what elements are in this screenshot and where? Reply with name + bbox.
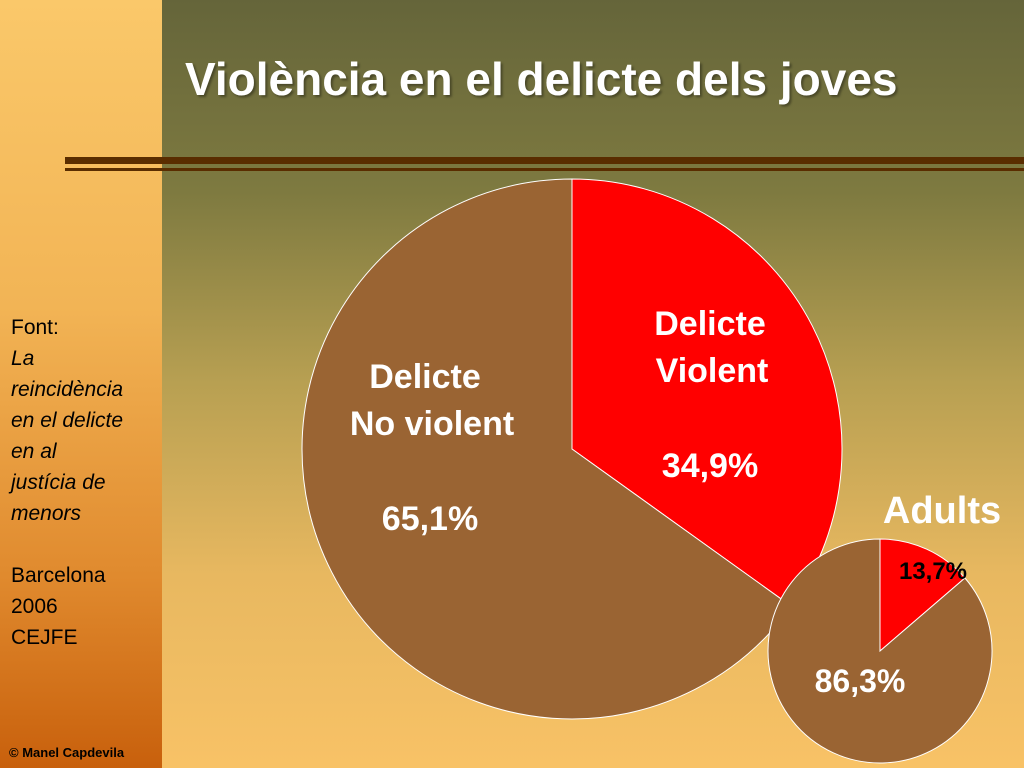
source-title-line: menors <box>11 502 82 525</box>
source-title-line: reincidència <box>11 378 124 401</box>
youth-pie-chart: Delicte Violent 34,9% Delicte No violent… <box>301 178 843 720</box>
source-title-line: justícia de <box>11 471 106 494</box>
source-title-line: en el delicte <box>11 409 124 432</box>
source-note: Font: La reincidència en el delicte en a… <box>11 312 159 653</box>
source-year: 2006 <box>11 595 58 618</box>
title-rule-thick <box>65 157 1024 164</box>
source-label: Font: <box>11 316 59 339</box>
sidebar-panel <box>0 0 162 768</box>
slice-violent <box>879 538 966 653</box>
slice-non-violent <box>767 538 993 764</box>
violent-category-label: Delicte <box>654 305 766 343</box>
violent-value-label: 34,9% <box>662 447 758 485</box>
adult-violent-value-label: 13,7% <box>899 558 967 585</box>
adults-pie-chart: Adults 13,7% 86,3% <box>767 490 1001 764</box>
non-violent-category-label: Delicte <box>369 358 481 396</box>
copyright-note: © Manel Capdevila <box>9 745 125 760</box>
source-title-line: en al <box>11 440 57 463</box>
violent-category-label: Violent <box>656 352 769 390</box>
non-violent-value-label: 65,1% <box>382 500 478 538</box>
slice-non-violent <box>301 178 793 720</box>
non-violent-category-label: No violent <box>350 405 514 443</box>
source-title-line: La <box>11 347 35 370</box>
slide-title: Violència en el delicte dels joves <box>185 53 898 105</box>
source-org: CEJFE <box>11 626 78 649</box>
adults-chart-title: Adults <box>883 490 1001 532</box>
adult-non-violent-value-label: 86,3% <box>815 663 906 699</box>
slice-violent <box>571 178 843 608</box>
source-place: Barcelona <box>11 564 106 587</box>
title-rule-thin <box>65 168 1024 171</box>
